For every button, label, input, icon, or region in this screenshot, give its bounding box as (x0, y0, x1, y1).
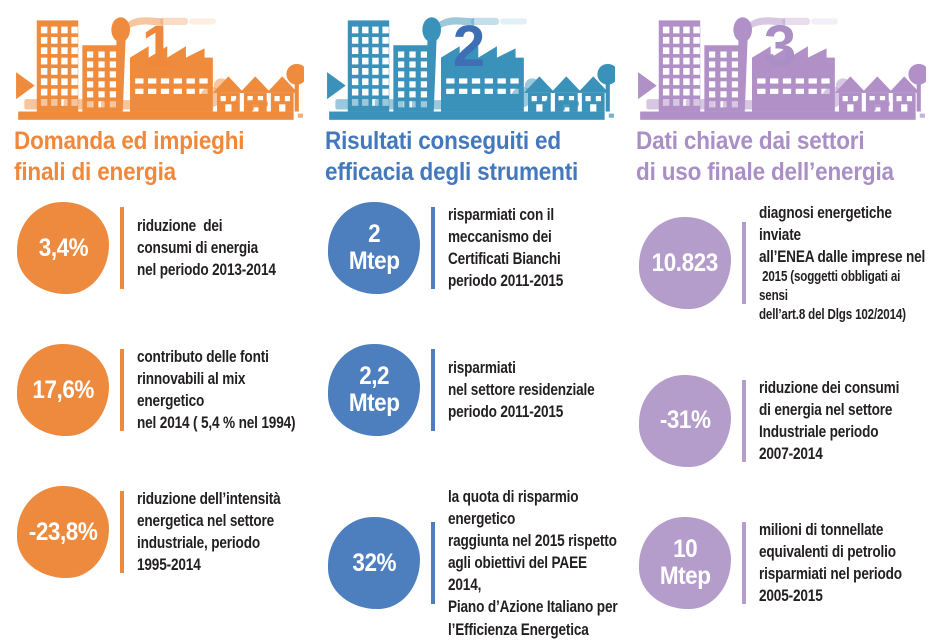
stat-description-text: riduzione dell’intensità energetica nel … (136, 488, 281, 575)
skyline-illustration: 1 (14, 12, 304, 122)
separator-line (742, 379, 746, 462)
stat-row: 10.823 diagnosi energetiche inviate all’… (639, 202, 926, 325)
skyline-illustration: 2 (325, 12, 615, 122)
separator-line (431, 207, 435, 289)
stats-list: 3,4% riduzione dei consumi di energia ne… (14, 202, 304, 578)
skyline-illustration: 3 (636, 12, 926, 122)
stat-row: -23,8% riduzione dell’intensità energeti… (17, 486, 304, 578)
stats-list: 2 Mtep risparmiati con il meccanismo dei… (325, 202, 618, 641)
stat-description: contributo delle fonti rinnovabili al mi… (137, 346, 307, 434)
stat-value-bubble: -31% (639, 374, 731, 467)
stat-value: -31% (659, 406, 711, 435)
stat-value-bubble: 2 Mtep (328, 202, 420, 294)
stat-description: risparmiati con il meccanismo dei Certif… (448, 204, 618, 292)
separator-line (742, 222, 746, 305)
stat-description-text: milioni di tonnellate equivalenti di pet… (758, 519, 902, 605)
stat-description-small: 2015 (soggetti obbligati ai sensi dell’a… (758, 269, 906, 323)
stat-description-text: diagnosi energetiche inviate all’ENEA da… (758, 203, 925, 267)
column-title: Domanda ed impieghi finali di energia (14, 127, 245, 186)
stat-value-bubble: 3,4% (17, 202, 109, 294)
column-number: 1 (141, 14, 174, 79)
stat-description: riduzione dei consumi di energia nel set… (759, 377, 929, 465)
separator-line (431, 349, 435, 431)
stat-row: 17,6% contributo delle fonti rinnovabili… (17, 344, 304, 436)
stat-value-bubble: 2,2 Mtep (328, 344, 420, 436)
stat-description-text: riduzione dei consumi di energia nel set… (758, 377, 899, 463)
stat-value-bubble: 10 Mtep (639, 516, 731, 609)
stat-description: la quota di risparmio energetico raggiun… (448, 486, 618, 641)
column-title: Dati chiave dai settori di uso finale de… (636, 127, 894, 186)
stat-description: diagnosi energetiche inviate all’ENEA da… (759, 202, 929, 325)
stat-description: milioni di tonnellate equivalenti di pet… (759, 519, 929, 607)
stat-row: 2,2 Mtep risparmiati nel settore residen… (328, 344, 615, 436)
stat-value: 2,2 Mtep (348, 362, 400, 417)
column-end-use-data: 3 Dati chiave dai settori di uso finale … (636, 12, 947, 641)
stat-row: 2 Mtep risparmiati con il meccanismo dei… (328, 202, 615, 294)
stat-row: -31% riduzione dei consumi di energia ne… (639, 374, 929, 467)
column-results-instruments: 2 Risultati conseguiti ed efficacia degl… (325, 12, 636, 641)
column-energy-demand: 1 Domanda ed impieghi finali di energia … (14, 12, 325, 641)
stat-value-bubble: 10.823 (639, 217, 731, 310)
column-number: 2 (452, 14, 485, 79)
stat-value: 3,4% (38, 233, 88, 262)
stat-description-text: riduzione dei consumi di energia nel per… (136, 215, 276, 280)
stat-value: 10 Mtep (659, 534, 711, 590)
column-title: Risultati conseguiti ed efficacia degli … (325, 127, 579, 186)
separator-line (120, 349, 124, 431)
separator-line (742, 521, 746, 604)
stat-description-text: risparmiati con il meccanismo dei Certif… (447, 204, 563, 291)
stats-list: 10.823 diagnosi energetiche inviate all’… (636, 202, 926, 609)
stat-value-bubble: 17,6% (17, 344, 109, 436)
stat-value-bubble: -23,8% (17, 486, 109, 578)
stat-description: risparmiati nel settore residenziale per… (448, 357, 618, 423)
stat-value: 17,6% (32, 375, 94, 404)
stat-value-bubble: 32% (328, 517, 420, 610)
stat-description-text: risparmiati nel settore residenziale per… (447, 357, 595, 422)
stat-value: 2 Mtep (348, 220, 400, 275)
stat-value: 10.823 (651, 248, 719, 277)
stat-description: riduzione dell’intensità energetica nel … (137, 488, 307, 576)
separator-line (431, 522, 435, 605)
separator-line (120, 207, 124, 289)
stat-row: 32% la quota di risparmio energetico rag… (328, 486, 618, 641)
stat-row: 3,4% riduzione dei consumi di energia ne… (17, 202, 304, 294)
stat-description: riduzione dei consumi di energia nel per… (137, 215, 307, 281)
stat-value: 32% (352, 548, 396, 577)
stat-description-text: contributo delle fonti rinnovabili al mi… (136, 346, 296, 433)
column-number: 3 (763, 14, 796, 79)
stat-row: 10 Mtep milioni di tonnellate equivalent… (639, 516, 929, 609)
separator-line (120, 491, 124, 573)
stat-value: -23,8% (28, 517, 98, 546)
